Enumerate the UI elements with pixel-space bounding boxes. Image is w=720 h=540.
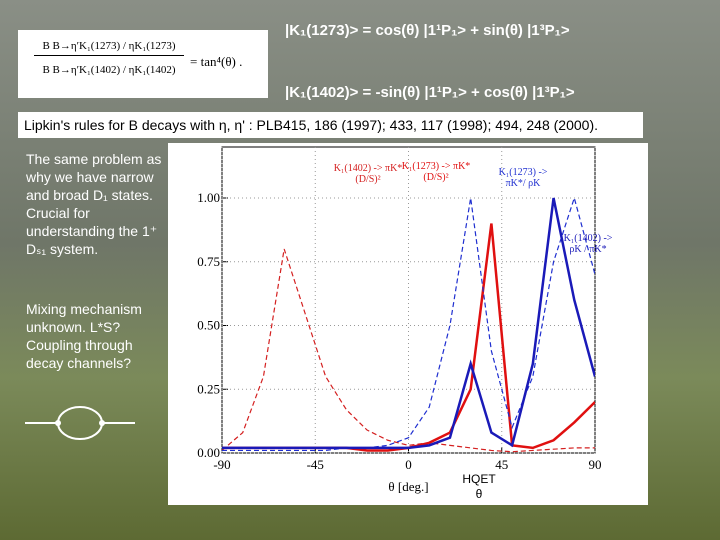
formula: B B→η′K₁(1273) / ηK₁(1273) B B→η′K₁(1402…	[18, 30, 268, 98]
note: Mixing mechanism unknown. L*S? Coupling …	[26, 301, 142, 371]
x-tick-label: -90	[213, 457, 230, 472]
x-axis-label: θ [deg.]	[388, 479, 428, 494]
x-tick-label: 90	[589, 457, 602, 472]
series-label: K₁(1273) -> πK* (D/S)²	[401, 161, 471, 183]
bottom-label: HQET θ	[462, 472, 496, 501]
loop-diagram	[25, 406, 135, 440]
y-tick-label: 0.50	[197, 318, 220, 333]
series-line	[222, 197, 595, 450]
y-tick-label: 0.75	[197, 254, 220, 269]
chart: 0.00 0.25 0.50 0.75 1.00 -90 -45 0 45 90 θ [deg.]	[197, 146, 602, 494]
y-tick-label: 1.00	[197, 190, 220, 205]
heading: |K₁(1402)> = -sin(θ) |1¹P₁> + cos(θ) |1³…	[285, 84, 575, 101]
series-line	[222, 248, 595, 453]
series-line	[222, 195, 595, 452]
chart-panel: 0.00 0.25 0.50 0.75 1.00 -90 -45 0 45 90 θ [deg.] …	[168, 143, 648, 505]
series-line	[222, 223, 595, 452]
formula-denominator: B B→η′K₁(1402) / ηK₁(1402)	[42, 64, 176, 76]
citation: Lipkin's rules for B decays with η, η' :…	[18, 112, 643, 138]
formula-numerator: B B→η′K₁(1273) / ηK₁(1273)	[34, 40, 184, 56]
series-label: K₁(1402) -> πK* (D/S)²	[333, 163, 403, 185]
x-tick-label: 0	[405, 457, 412, 472]
series-label: K₁(1273) -> πK*/ ρK	[498, 167, 548, 189]
x-tick-label: -45	[307, 457, 324, 472]
y-tick-label: 0.25	[197, 381, 220, 396]
x-tick-label: 45	[495, 457, 508, 472]
series-label: K₁(1402) -> ρK / πK*	[563, 233, 613, 255]
formula-rhs: = tan⁴(θ) .	[190, 54, 243, 69]
note: The same problem as why we have narrow a…	[26, 151, 162, 257]
y-tick-label: 0.00	[197, 445, 220, 460]
heading: |K₁(1273)> = cos(θ) |1¹P₁> + sin(θ) |1³P…	[285, 22, 570, 39]
